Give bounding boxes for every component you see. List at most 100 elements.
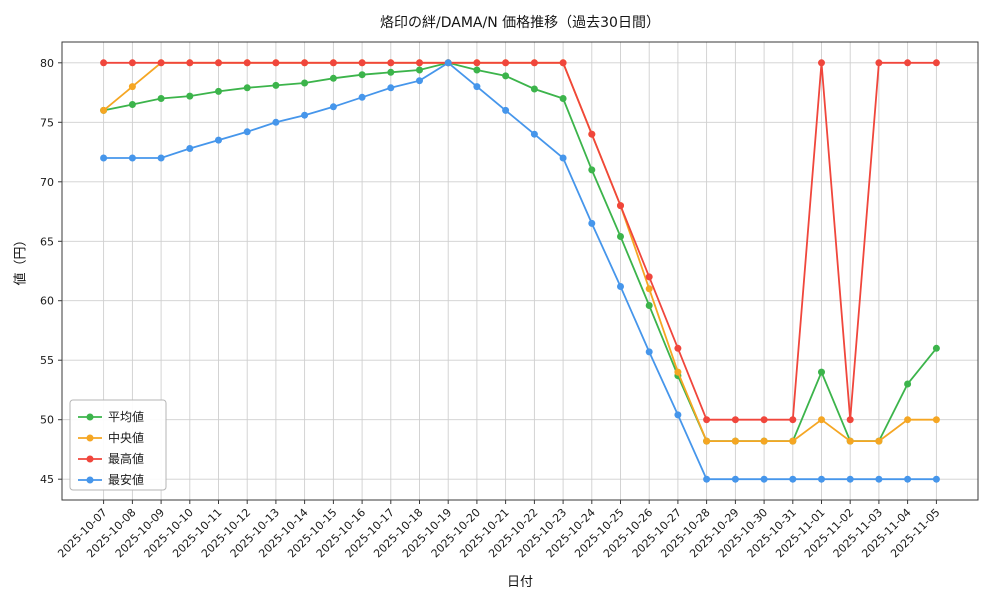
series-min-point [875, 475, 883, 483]
legend-item-label: 中央値 [108, 430, 144, 445]
series-min-point [186, 145, 194, 152]
series-min-point [846, 475, 854, 483]
series-median-point [932, 416, 940, 424]
series-max-point [932, 59, 940, 67]
series-max-point [617, 202, 624, 210]
series-max-point [731, 416, 739, 424]
series-max-point [473, 59, 481, 67]
series-min-point [674, 411, 682, 419]
series-max-point [100, 59, 108, 67]
series-max-point [904, 59, 912, 67]
series-min-point [789, 475, 797, 483]
series-average-point [416, 66, 423, 74]
legend-item-label: 最安値 [108, 472, 144, 487]
series-min-point [502, 106, 510, 114]
series-max-point [329, 59, 337, 67]
series-min-point [329, 103, 337, 111]
series-max-point [387, 59, 395, 67]
series-median-point [674, 368, 682, 376]
legend-marker-dot [86, 413, 94, 421]
series-max-point [588, 130, 596, 138]
series-min-line [103, 61, 937, 481]
legend-item-label: 平均値 [108, 409, 144, 424]
series-min-point [617, 283, 624, 290]
series-min-point [100, 154, 108, 162]
series-max-point [559, 59, 567, 67]
series-max-point [157, 59, 165, 67]
series-min-point [559, 154, 567, 162]
series-median-point [904, 416, 912, 424]
series-average-point [502, 72, 510, 80]
series-max-point [215, 59, 222, 67]
y-tick-label: 70 [40, 176, 54, 189]
legend-marker-dot [86, 455, 94, 463]
series-max-point [358, 59, 366, 67]
y-tick-label: 60 [40, 295, 54, 308]
series-min-point [588, 219, 596, 227]
series-average-point [559, 95, 567, 102]
series-average-point [932, 344, 940, 352]
y-tick-label: 80 [40, 57, 54, 70]
series-min-point [128, 154, 136, 162]
series-min-point [731, 475, 739, 483]
series-average-point [617, 233, 624, 240]
series-max-point [243, 59, 251, 67]
series-average-point [645, 302, 653, 309]
series-median-line [103, 61, 937, 443]
series-min-point [387, 84, 395, 92]
series-median-point [645, 285, 653, 293]
series-min-point [760, 475, 768, 483]
chart-title: 烙印の絆/DAMA/N 価格推移（過去30日間） [380, 15, 660, 31]
series-max-point [416, 59, 423, 67]
plot-border [61, 41, 979, 501]
series-min-point [818, 475, 825, 483]
series-max-point [875, 59, 883, 67]
series-min-point [358, 93, 366, 101]
series-average-point [588, 166, 596, 174]
y-tick-label: 75 [40, 116, 54, 129]
series-average-point [530, 85, 538, 93]
series-average-point [186, 92, 194, 100]
series-min-point [904, 475, 912, 483]
series-min-point [272, 118, 280, 126]
series-average-line [103, 61, 938, 443]
x-axis-label: 日付 [506, 575, 533, 590]
series-average-point [157, 95, 165, 102]
series-average-point [818, 368, 825, 376]
series-max-point [703, 416, 711, 424]
series-median-point [703, 437, 711, 445]
series-min [100, 59, 940, 483]
series-min-point [932, 475, 940, 483]
series-median-point [789, 437, 797, 445]
series-min-point [157, 154, 165, 162]
series-median-point [875, 437, 883, 445]
series-median-point [731, 437, 739, 445]
series-median-point [760, 437, 768, 445]
series-max-point [760, 416, 768, 424]
series-min-point [473, 83, 481, 91]
series-max-point [645, 273, 653, 281]
series-median-point [846, 437, 854, 445]
series-max-point [128, 59, 136, 67]
series-max-point [818, 59, 825, 67]
series-median-point [100, 106, 108, 114]
series-max-point [789, 416, 797, 424]
series-min-point [703, 475, 711, 483]
series-average-point [358, 71, 366, 79]
series-min-point [645, 348, 653, 356]
series-max-point [502, 59, 510, 67]
y-tick-label: 50 [40, 414, 54, 427]
series-average-point [329, 74, 337, 82]
legend-box [69, 399, 167, 491]
series-max-line [103, 61, 937, 421]
y-tick-label: 65 [40, 235, 54, 248]
series-average-point [904, 380, 912, 388]
series-median [100, 59, 940, 445]
y-tick-label: 55 [40, 354, 54, 367]
series-max-point [846, 416, 854, 424]
series-max-point [301, 59, 309, 67]
series-median-point [818, 416, 825, 424]
